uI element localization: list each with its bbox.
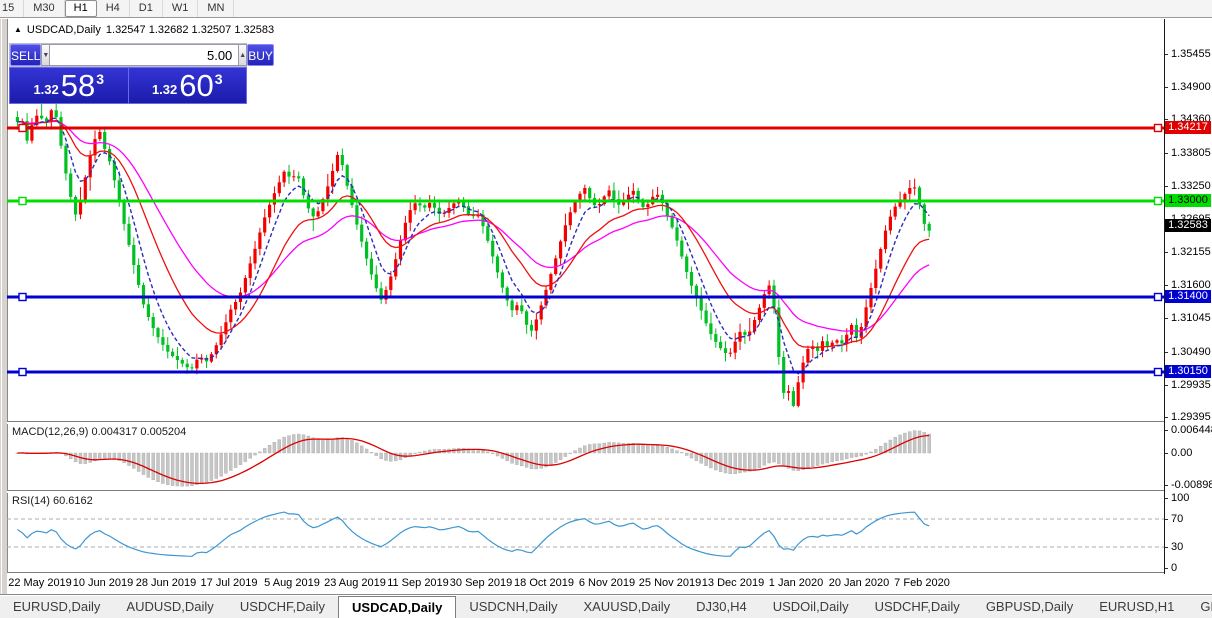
sell-price-prefix: 1.32 xyxy=(33,82,59,97)
date-label: 17 Jul 2019 xyxy=(200,577,258,589)
current-price-badge: 1.32583 xyxy=(1165,219,1211,233)
spinner-down-icon: ▼ xyxy=(42,52,50,59)
chart-tab-audusd-daily[interactable]: AUDUSD,Daily xyxy=(126,599,214,614)
buy-price-big: 60 xyxy=(179,68,214,103)
macd-axis-label: 0.00 xyxy=(1171,447,1193,459)
buy-button[interactable]: BUY xyxy=(247,44,274,66)
one-click-trading-panel: SELL ▼ ▲ BUY 1.32 58 3 1.32 60 3 xyxy=(9,43,274,104)
sell-price-big: 58 xyxy=(60,68,96,103)
timeframe-toolbar: 15 M30 H1 H4 D1 W1 MN xyxy=(0,0,1212,17)
sell-price-display[interactable]: 1.32 58 3 xyxy=(10,68,129,103)
price-axis: 1.354551.349001.343601.338051.332501.326… xyxy=(1165,19,1212,574)
date-label: 18 Oct 2019 xyxy=(514,577,574,589)
chart-tab-usdcad-daily[interactable]: USDCAD,Daily xyxy=(338,596,457,618)
toolbar-divider xyxy=(0,17,1212,20)
date-label: 5 Aug 2019 xyxy=(264,577,320,589)
pane-splitter[interactable] xyxy=(7,490,1212,493)
timeframe-button-d1[interactable]: D1 xyxy=(130,0,163,17)
chart-title-row: ▲ USDCAD,Daily 1.32547 1.32682 1.32507 1… xyxy=(14,24,274,36)
rsi-indicator-label: RSI(14) 60.6162 xyxy=(12,495,93,507)
date-label: 25 Nov 2019 xyxy=(638,577,702,589)
trade-panel-prices: 1.32 58 3 1.32 60 3 xyxy=(9,67,247,104)
timeframe-button-m30[interactable]: M30 xyxy=(24,0,65,17)
timeframe-button-15[interactable]: 15 xyxy=(0,0,25,17)
date-label: 28 Jun 2019 xyxy=(135,577,197,589)
date-label: 22 May 2019 xyxy=(8,577,72,589)
macd-indicator-label: MACD(12,26,9) 0.004317 0.005204 xyxy=(12,426,187,438)
sell-price-sup: 3 xyxy=(96,70,105,87)
level-price-badge: 1.30150 xyxy=(1165,365,1211,378)
price-axis-label: 1.32155 xyxy=(1171,245,1211,258)
price-axis-border xyxy=(1164,19,1165,574)
macd-axis-label: -0.008982 xyxy=(1171,479,1212,492)
level-price-badge: 1.34217 xyxy=(1165,120,1211,134)
date-label: 11 Sep 2019 xyxy=(387,577,449,589)
price-axis-label: 1.33250 xyxy=(1171,180,1211,192)
rsi-axis-label: 100 xyxy=(1171,492,1190,504)
macd-axis-label: 0.006448 xyxy=(1171,423,1212,436)
date-axis: 22 May 2019 10 Jun 2019 28 Jun 2019 17 Jul … xyxy=(7,574,1212,594)
date-label: 10 Jun 2019 xyxy=(72,577,134,589)
price-axis-label: 1.34900 xyxy=(1171,81,1211,93)
price-axis-label: 1.31045 xyxy=(1171,312,1211,325)
price-axis-label: 1.31600 xyxy=(1171,279,1211,291)
level-price-badge: 1.33000 xyxy=(1165,194,1211,207)
chart-tab-usdoil-daily[interactable]: USDOil,Daily xyxy=(772,599,849,614)
chart-tab-xauusd-daily[interactable]: XAUUSD,Daily xyxy=(583,599,671,614)
date-label: 20 Jan 2020 xyxy=(828,577,890,589)
chart-tab-gbpusd-daily[interactable]: GBPUSD,Daily xyxy=(985,599,1074,614)
price-axis-label: 1.29935 xyxy=(1171,378,1211,391)
spinner-up-icon: ▲ xyxy=(239,52,247,59)
timeframe-button-w1[interactable]: W1 xyxy=(163,0,199,17)
volume-increase-spinner[interactable]: ▲ xyxy=(238,44,248,66)
buy-price-prefix: 1.32 xyxy=(151,82,178,97)
pane-splitter xyxy=(7,572,1212,575)
price-axis-label: 1.30490 xyxy=(1171,345,1211,358)
rsi-axis-label: 70 xyxy=(1171,513,1184,525)
chart-symbol-label: USDCAD,Daily xyxy=(26,24,101,36)
rsi-indicator-pane[interactable] xyxy=(7,492,1164,572)
timeframe-button-h4[interactable]: H4 xyxy=(97,0,130,17)
date-label: 1 Jan 2020 xyxy=(768,577,824,589)
chart-tab-usdchf-daily[interactable]: USDCHF,Daily xyxy=(239,599,326,614)
date-label: 13 Dec 2019 xyxy=(701,577,765,589)
date-label: 6 Nov 2019 xyxy=(578,577,636,589)
price-axis-label: 1.33805 xyxy=(1171,146,1211,159)
chart-tab-eurusd-daily[interactable]: EURUSD,Daily xyxy=(13,599,101,614)
chart-tab-bar: EURUSD,Daily AUDUSD,Daily USDCHF,Daily USDC… xyxy=(0,596,1212,618)
buy-price-display[interactable]: 1.32 60 3 xyxy=(129,68,247,103)
chart-tab-dj30-h4[interactable]: DJ30,H4 xyxy=(696,599,747,614)
chart-tab-usdchf-daily[interactable]: USDCHF,Daily xyxy=(874,599,960,614)
date-label: 7 Feb 2020 xyxy=(894,577,950,589)
date-label: 30 Sep 2019 xyxy=(449,577,513,589)
collapse-chart-icon[interactable]: ▲ xyxy=(14,24,22,34)
date-label: 23 Aug 2019 xyxy=(324,577,386,589)
volume-decrease-spinner[interactable]: ▼ xyxy=(41,44,51,66)
sell-button[interactable]: SELL xyxy=(10,44,42,66)
level-price-badge: 1.31400 xyxy=(1165,290,1211,303)
volume-input[interactable] xyxy=(50,44,239,66)
timeframe-button-mn[interactable]: MN xyxy=(198,0,235,17)
price-axis-label: 1.29395 xyxy=(1171,411,1211,424)
chart-tab-usdcnh-daily[interactable]: USDCNH,Daily xyxy=(469,599,558,614)
price-axis-label: 1.35455 xyxy=(1171,47,1211,60)
chart-tab-eurusd-h1[interactable]: EURUSD,H1 xyxy=(1099,599,1175,614)
main-price-chart[interactable] xyxy=(7,19,1164,421)
pane-splitter[interactable] xyxy=(7,421,1212,424)
rsi-axis-label: 0 xyxy=(1171,562,1178,574)
buy-price-sup: 3 xyxy=(214,70,223,87)
chart-ohlc-values: 1.32547 1.32682 1.32507 1.32583 xyxy=(105,24,275,36)
macd-indicator-pane[interactable] xyxy=(7,423,1164,490)
timeframe-button-h1[interactable]: H1 xyxy=(64,0,97,17)
rsi-axis-label: 30 xyxy=(1171,541,1184,553)
chart-tab-gbpaud-h1[interactable]: GBPAUD,H1 xyxy=(1200,599,1212,614)
window-left-frame xyxy=(0,19,8,618)
trade-panel-top-row: SELL ▼ ▲ BUY xyxy=(9,43,274,67)
tabbar-divider xyxy=(0,594,1212,597)
